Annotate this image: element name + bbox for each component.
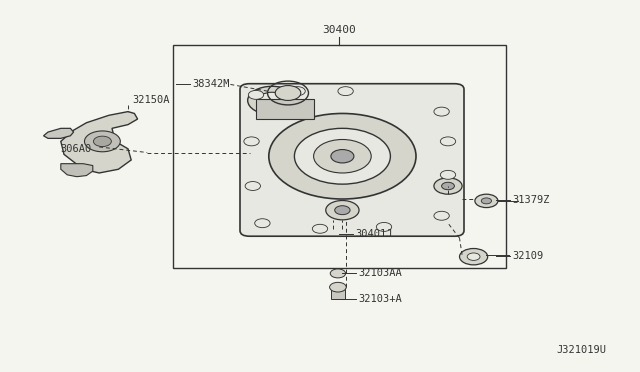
- Text: 30401J: 30401J: [355, 229, 393, 238]
- Circle shape: [258, 92, 286, 109]
- Bar: [256, 99, 314, 119]
- Text: 32109: 32109: [512, 251, 543, 260]
- Circle shape: [440, 137, 456, 146]
- Text: 32103+A: 32103+A: [358, 295, 402, 304]
- Text: 306A0: 306A0: [61, 144, 92, 154]
- Circle shape: [294, 128, 390, 184]
- Circle shape: [338, 87, 353, 96]
- Text: 32150A: 32150A: [132, 96, 170, 105]
- Bar: [331, 288, 345, 299]
- Text: 31379Z: 31379Z: [512, 195, 550, 205]
- Circle shape: [326, 201, 359, 220]
- Circle shape: [335, 206, 350, 215]
- Bar: [173, 45, 506, 268]
- Circle shape: [269, 113, 416, 199]
- Text: J321019U: J321019U: [557, 345, 607, 355]
- Circle shape: [290, 87, 305, 96]
- Circle shape: [376, 222, 392, 231]
- Circle shape: [248, 90, 264, 99]
- Circle shape: [475, 194, 498, 208]
- Circle shape: [331, 150, 354, 163]
- Circle shape: [434, 107, 449, 116]
- Circle shape: [275, 86, 301, 100]
- Circle shape: [244, 137, 259, 146]
- Circle shape: [245, 182, 260, 190]
- Circle shape: [442, 182, 454, 190]
- Circle shape: [440, 170, 456, 179]
- Circle shape: [434, 211, 449, 220]
- Polygon shape: [61, 164, 93, 177]
- Text: 38342M: 38342M: [192, 80, 230, 89]
- Circle shape: [255, 219, 270, 228]
- Circle shape: [467, 253, 480, 260]
- FancyBboxPatch shape: [240, 84, 464, 236]
- Circle shape: [330, 282, 346, 292]
- Polygon shape: [44, 128, 74, 138]
- Text: 32103AA: 32103AA: [358, 269, 402, 278]
- Circle shape: [434, 178, 462, 194]
- Circle shape: [330, 269, 346, 278]
- Circle shape: [84, 131, 120, 152]
- Circle shape: [312, 224, 328, 233]
- Circle shape: [93, 136, 111, 147]
- Circle shape: [460, 248, 488, 265]
- Text: 30400: 30400: [323, 25, 356, 35]
- Circle shape: [314, 140, 371, 173]
- Circle shape: [248, 86, 296, 115]
- Circle shape: [481, 198, 492, 204]
- Polygon shape: [61, 112, 138, 173]
